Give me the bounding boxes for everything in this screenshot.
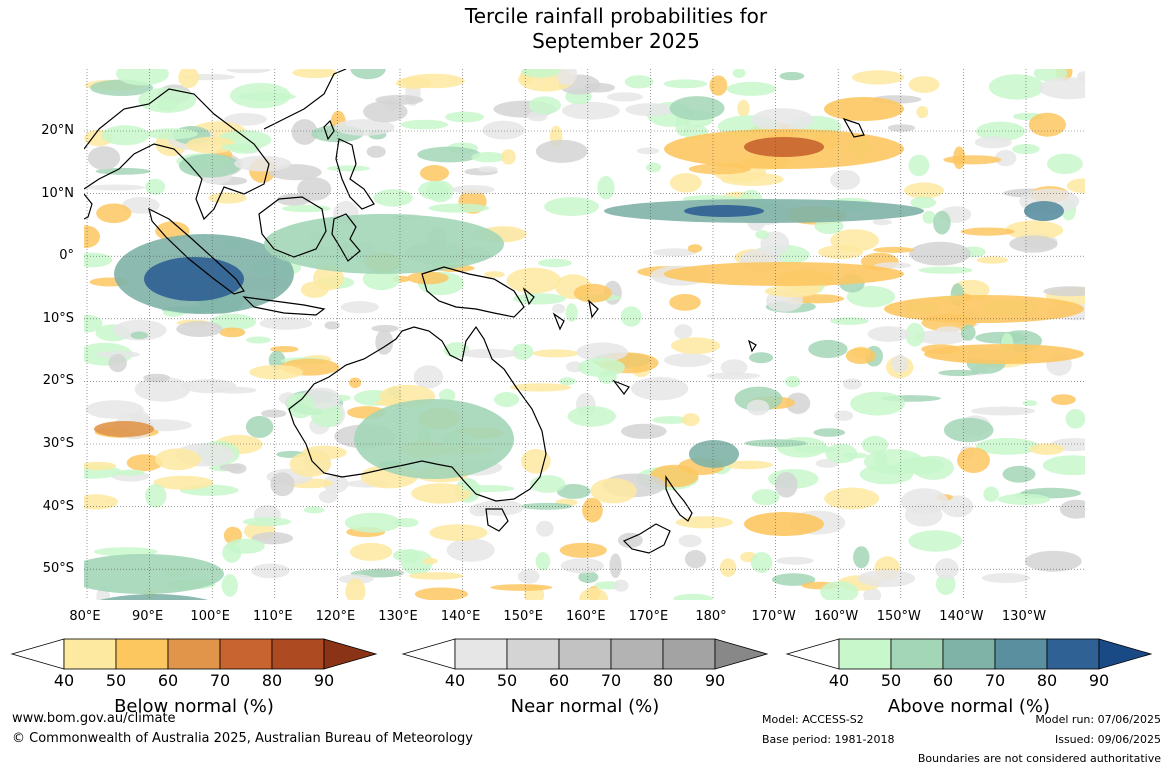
colorbar-tick-label: 60 <box>932 671 954 690</box>
colorbar-overflow <box>323 638 378 670</box>
colorbar-tick-label: 40 <box>828 671 850 690</box>
colorbar-tick-label: 90 <box>704 671 726 690</box>
colorbar-tick-label: 90 <box>1088 671 1110 690</box>
below-normal-legend <box>10 638 378 670</box>
colorbar-segment <box>1046 638 1100 670</box>
longitude-label: 110°E <box>253 609 293 624</box>
latitude-label: 10°N <box>41 185 74 201</box>
colorbar <box>401 638 769 670</box>
colorbar-segment <box>454 638 508 670</box>
colorbar <box>785 638 1153 670</box>
colorbar-segment <box>558 638 612 670</box>
colorbar-segment <box>890 638 944 670</box>
colorbar-tick-label: 70 <box>600 671 622 690</box>
base-period: Base period: 1981-2018 <box>762 733 895 746</box>
longitude-label: 130°W <box>1001 609 1047 624</box>
colorbar-tick-label: 60 <box>548 671 570 690</box>
latitude-label: 30°S <box>42 436 74 451</box>
longitude-label: 160°E <box>566 609 606 624</box>
longitude-label: 170°E <box>628 609 669 624</box>
colorbar-tick-label: 70 <box>209 671 231 690</box>
colorbar-segment <box>219 638 273 670</box>
latitude-label: 50°S <box>42 561 74 577</box>
colorbar-underflow <box>10 638 65 670</box>
colorbar-segment <box>838 638 892 670</box>
boundary-disclaimer: Boundaries are not considered authoritat… <box>917 752 1161 765</box>
colorbar-tick-label: 90 <box>313 671 335 690</box>
colorbar-tick-label: 80 <box>1036 671 1058 690</box>
colorbar-segment <box>115 638 169 670</box>
colorbar-title: Below normal (%) <box>114 696 274 717</box>
longitude-label: 80°E <box>69 609 101 624</box>
colorbar-segment <box>610 638 664 670</box>
longitude-label: 100°E <box>190 609 230 624</box>
colorbar-tick-label: 60 <box>157 671 179 690</box>
colorbar-segment <box>63 638 117 670</box>
longitude-label: 140°W <box>939 609 984 624</box>
issued-date: Issued: 09/06/2025 <box>1054 733 1161 746</box>
colorbar-tick-label: 50 <box>105 671 127 690</box>
colorbar-tick-label: 80 <box>261 671 283 690</box>
title-line-2: September 2025 <box>532 29 700 53</box>
latitude-label: 0° <box>59 248 74 264</box>
longitude-label: 150°W <box>876 609 921 624</box>
website-url: www.bom.gov.au/climate <box>12 711 176 726</box>
title-line-1: Tercile rainfall probabilities for <box>464 4 768 28</box>
longitude-label: 180° <box>695 609 727 624</box>
colorbar-title: Near normal (%) <box>510 696 660 717</box>
colorbar-underflow <box>785 638 840 670</box>
above-normal-legend <box>785 638 1153 670</box>
latitude-label: 40°S <box>42 498 74 514</box>
colorbar-segment <box>271 638 325 670</box>
colorbar-segment <box>167 638 221 670</box>
model-name: Model: ACCESS-S2 <box>762 713 864 726</box>
probability-map <box>84 69 1085 600</box>
model-run-date: Model run: 07/06/2025 <box>1035 713 1161 726</box>
colorbar-tick-label: 70 <box>984 671 1006 690</box>
copyright-notice: © Commonwealth of Australia 2025, Austra… <box>12 731 473 746</box>
colorbar-segment <box>994 638 1048 670</box>
colorbar-segment <box>942 638 996 670</box>
colorbar-segment <box>506 638 560 670</box>
latitude-label: 20°N <box>41 123 74 138</box>
longitude-label: 130°E <box>378 609 418 624</box>
longitude-label: 160°W <box>814 609 859 624</box>
colorbar-underflow <box>401 638 456 670</box>
coastlines <box>84 69 865 554</box>
colorbar-title: Above normal (%) <box>887 696 1051 717</box>
longitude-label: 120°E <box>315 609 356 624</box>
colorbar-tick-label: 40 <box>53 671 75 690</box>
longitude-label: 170°W <box>751 609 796 624</box>
colorbar <box>10 638 378 670</box>
map-title: Tercile rainfall probabilities for Septe… <box>0 4 1173 54</box>
colorbar-tick-label: 50 <box>496 671 518 690</box>
map-canvas <box>84 69 1085 600</box>
longitude-label: 150°E <box>503 609 543 624</box>
colorbar-segment <box>662 638 716 670</box>
colorbar-overflow <box>714 638 769 670</box>
longitude-label: 140°E <box>440 609 481 624</box>
latitude-label: 10°S <box>42 310 74 326</box>
colorbar-overflow <box>1098 638 1153 670</box>
longitude-label: 90°E <box>131 609 164 624</box>
colorbar-tick-label: 50 <box>880 671 902 690</box>
latitude-label: 20°S <box>42 373 74 389</box>
graticule <box>84 69 1085 600</box>
colorbar-tick-label: 40 <box>444 671 466 690</box>
near-normal-legend <box>401 638 769 670</box>
colorbar-tick-label: 80 <box>652 671 674 690</box>
